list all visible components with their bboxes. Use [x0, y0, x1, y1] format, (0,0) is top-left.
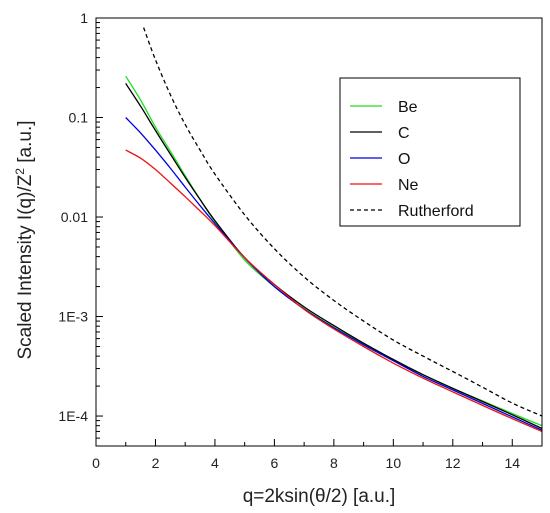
x-tick-label: 2	[152, 455, 160, 471]
legend-label-be: Be	[398, 99, 418, 116]
y-axis-title-main: Scaled Intensity I(q)/Z	[15, 174, 36, 359]
series-line-ne	[125, 149, 542, 433]
x-tick-label: 10	[386, 455, 402, 471]
x-tick-label: 0	[92, 455, 100, 471]
y-tick-label: 1	[80, 10, 88, 26]
x-axis-title: q=2ksin(θ/2) [a.u.]	[243, 486, 396, 507]
series-line-o	[125, 117, 542, 431]
legend-label-c: C	[398, 125, 410, 142]
y-tick-label: 1E-4	[58, 408, 88, 424]
x-tick-label: 4	[211, 455, 219, 471]
legend-label-o: O	[398, 151, 410, 168]
series-line-rutherford	[142, 27, 542, 417]
legend-box	[339, 77, 521, 227]
x-tick-label: 12	[445, 455, 461, 471]
series-line-c	[125, 83, 542, 430]
y-tick-label: 1E-3	[58, 309, 88, 325]
y-tick-label: 0.1	[69, 110, 89, 126]
x-tick-label: 6	[271, 455, 279, 471]
legend-label-rutherford: Rutherford	[398, 203, 474, 220]
legend: Be CO Ne Rutherford	[339, 77, 521, 227]
x-tick-label: 14	[504, 455, 520, 471]
x-tick-label: 8	[330, 455, 338, 471]
y-tick-label: 0.01	[61, 209, 88, 225]
y-axis-title-unit: [a.u.]	[15, 120, 36, 168]
ticks-layer: 0 2 4 6 8 10 12 14 1 0.1 0.01 1E-3 1E-4	[58, 10, 543, 471]
y-axis-title-sup: 2	[13, 168, 27, 175]
series-layer	[125, 27, 542, 433]
y-axis-title: Scaled Intensity I(q)/Z2 [a.u.]	[13, 120, 36, 359]
legend-label-ne: Ne	[398, 177, 419, 194]
